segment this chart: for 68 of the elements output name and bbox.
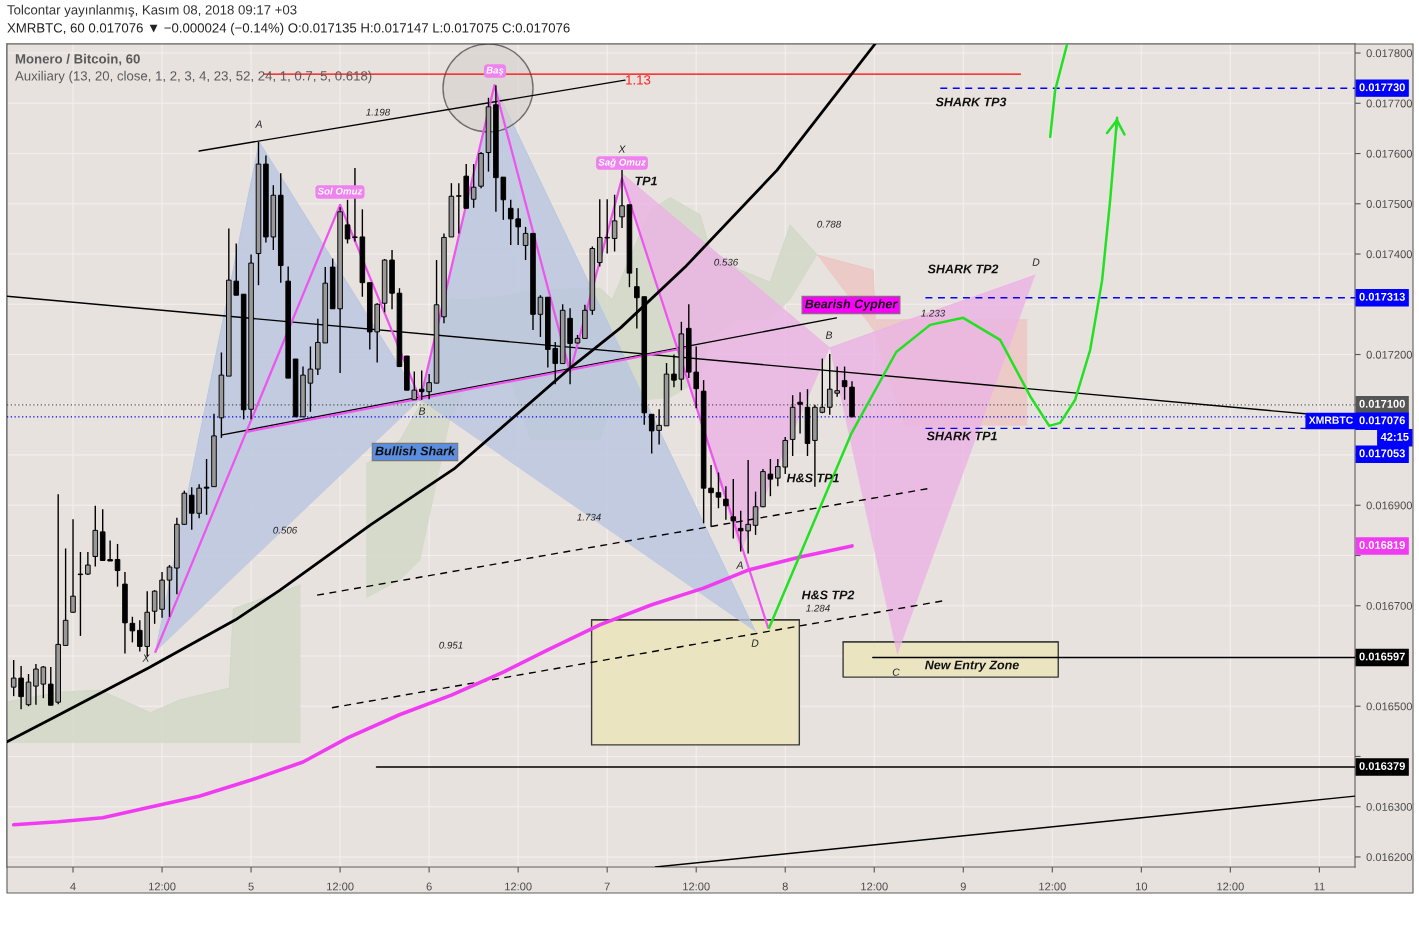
x-tick-label: 8 — [782, 882, 788, 891]
y-tick-label: 0.017500 — [1366, 200, 1413, 208]
x-tick-label: 12:00 — [1217, 882, 1244, 891]
x-tick-label: 11 — [1314, 882, 1325, 891]
y-tick-label: 0.017600 — [1366, 149, 1413, 158]
annotation: 1.198 — [366, 108, 391, 116]
text: 0.016819 — [1359, 541, 1405, 549]
annotation: X — [618, 145, 626, 153]
annotation: X — [142, 654, 150, 662]
annotation: TP1 — [635, 176, 657, 186]
data-label: 0.017053 — [1359, 449, 1405, 458]
annotation: XMRBTC — [1308, 416, 1353, 424]
chart-subtitle: XMRBTC, 60 0.017076 ▼ −0.000024 (−0.14%) O:0.017135 H:0.017147 L:0.017075 C:0.017076 — [7, 22, 570, 36]
annotation: Baş — [486, 66, 504, 76]
data-label: 0.016597 — [1359, 652, 1405, 661]
y-tick-label: 0.016900 — [1366, 501, 1413, 510]
annotation: SHARK TP1 — [926, 431, 997, 441]
y-tick-label: 0.016500 — [1366, 702, 1413, 711]
annotation: 1.233 — [921, 309, 946, 317]
annotation: 0.788 — [817, 220, 842, 228]
annotation: Sol Omuz — [317, 187, 363, 195]
annotation: B — [418, 407, 426, 415]
annotation: Monero / Bitcoin, 60 — [15, 53, 140, 66]
x-tick-label: 12:00 — [683, 882, 710, 891]
annotation: 0.506 — [273, 526, 298, 534]
data-label: 0.017313 — [1359, 292, 1405, 301]
x-tick-label: 12:00 — [149, 882, 176, 891]
data-label: 0.016379 — [1359, 762, 1405, 771]
y-tick-label: 0.017400 — [1366, 250, 1413, 259]
annotation: 0.951 — [439, 641, 463, 649]
x-tick-label: 7 — [604, 882, 610, 891]
annotation: Sağ Omuz — [598, 158, 646, 168]
annotation: C — [892, 668, 900, 676]
y-tick-label: 0.016300 — [1366, 802, 1413, 811]
annotation: D — [751, 639, 759, 647]
y-tick-label: 0.017800 — [1366, 49, 1413, 58]
x-tick-label: 10 — [1136, 882, 1148, 891]
x-tick-label: 5 — [248, 882, 254, 891]
x-tick-label: 9 — [960, 882, 966, 891]
chart-title: Tolcontar yayınlanmış, Kasım 08, 2018 09:17 +03 — [7, 4, 297, 18]
y-tick-label: 0.016700 — [1366, 602, 1413, 610]
annotation: SHARK TP3 — [935, 97, 1007, 107]
annotation: SHARK TP2 — [927, 264, 999, 274]
annotation: 1.13 — [626, 75, 651, 85]
ref-line-label: 0.017076 — [1359, 416, 1405, 425]
annotation: H&S TP2 — [801, 590, 855, 600]
x-tick-label: 4 — [70, 882, 76, 891]
annotation: 1.284 — [806, 604, 830, 612]
annotation: 1.734 — [577, 513, 601, 521]
text: 42:15 — [1380, 432, 1409, 441]
x-tick-label: 12:00 — [327, 882, 354, 891]
y-tick-label: 0.017200 — [1366, 350, 1413, 359]
data-label: 0.017730 — [1359, 83, 1405, 92]
x-tick-label: 12:00 — [1039, 882, 1066, 891]
x-tick-label: 12:00 — [505, 882, 532, 891]
ref-line-label: 0.017100 — [1359, 399, 1405, 408]
annotation: B — [825, 331, 833, 339]
annotation: New Entry Zone — [924, 660, 1019, 672]
y-tick-label: 0.016200 — [1366, 853, 1413, 862]
annotation: Bearish Cypher — [805, 299, 898, 311]
y-tick-label: 0.017700 — [1366, 99, 1413, 108]
annotation: 0.536 — [714, 258, 739, 266]
x-tick-label: 12:00 — [861, 882, 888, 891]
annotation: D — [1032, 258, 1040, 266]
annotation: A — [736, 561, 743, 569]
x-tick-label: 6 — [426, 882, 432, 891]
annotation: Bullish Shark — [375, 446, 456, 456]
annotation: A — [255, 120, 262, 128]
